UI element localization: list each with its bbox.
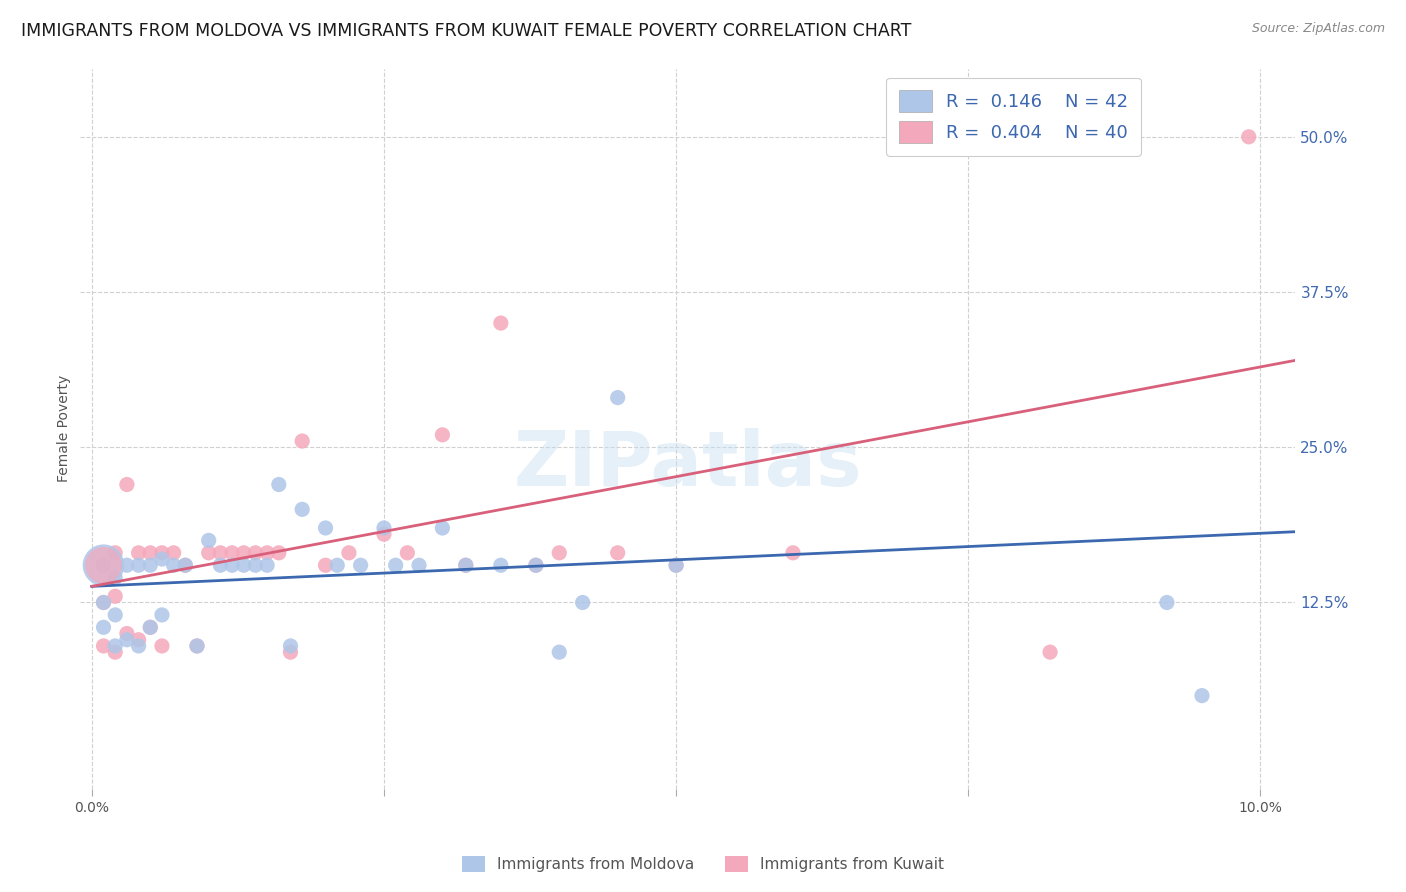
Point [197,533,219,548]
Point [1237,129,1260,144]
Point [315,521,337,535]
Point [128,632,150,647]
Point [104,639,127,653]
Text: ZIPatlas: ZIPatlas [513,427,862,501]
Point [349,558,371,573]
Point [93,558,115,573]
Y-axis label: Female Poverty: Female Poverty [58,375,72,483]
Point [267,477,290,491]
Point [454,558,477,573]
Point [524,558,547,573]
Point [1039,645,1062,659]
Point [408,558,430,573]
Point [280,639,302,653]
Text: IMMIGRANTS FROM MOLDOVA VS IMMIGRANTS FROM KUWAIT FEMALE POVERTY CORRELATION CHA: IMMIGRANTS FROM MOLDOVA VS IMMIGRANTS FR… [21,22,911,40]
Point [326,558,349,573]
Point [115,632,138,647]
Point [489,558,512,573]
Point [115,558,138,573]
Point [606,546,628,560]
Point [197,546,219,560]
Point [267,546,290,560]
Point [373,527,395,541]
Point [232,558,254,573]
Point [524,558,547,573]
Point [139,620,162,634]
Point [128,558,150,573]
Point [139,558,162,573]
Point [128,639,150,653]
Point [104,589,127,603]
Point [93,639,115,653]
Point [150,552,173,566]
Point [104,645,127,659]
Point [209,558,232,573]
Point [245,558,267,573]
Point [315,558,337,573]
Point [548,645,571,659]
Point [174,558,197,573]
Point [93,558,115,573]
Point [373,521,395,535]
Point [93,558,115,573]
Point [1191,689,1213,703]
Point [432,427,454,442]
Point [162,558,184,573]
Point [128,546,150,560]
Point [93,595,115,609]
Point [150,639,173,653]
Point [209,546,232,560]
Point [221,558,243,573]
Point [139,620,162,634]
Point [162,546,184,560]
Point [104,546,127,560]
Point [1156,595,1178,609]
Point [782,546,804,560]
Point [291,502,314,516]
Point [245,546,267,560]
Point [115,626,138,640]
Point [232,546,254,560]
Point [454,558,477,573]
Point [548,546,571,560]
Point [93,595,115,609]
Point [665,558,688,573]
Point [396,546,419,560]
Point [256,558,278,573]
Point [489,316,512,330]
Point [665,558,688,573]
Point [115,477,138,491]
Legend: R =  0.146    N = 42, R =  0.404    N = 40: R = 0.146 N = 42, R = 0.404 N = 40 [886,78,1140,156]
Point [93,620,115,634]
Legend: Immigrants from Moldova, Immigrants from Kuwait: Immigrants from Moldova, Immigrants from… [454,848,952,880]
Text: Source: ZipAtlas.com: Source: ZipAtlas.com [1251,22,1385,36]
Point [186,639,208,653]
Point [104,571,127,585]
Point [221,546,243,560]
Point [571,595,593,609]
Point [93,558,115,573]
Point [139,546,162,560]
Point [384,558,406,573]
Point [150,607,173,622]
Point [174,558,197,573]
Point [337,546,360,560]
Point [104,607,127,622]
Point [256,546,278,560]
Point [280,645,302,659]
Point [150,546,173,560]
Point [432,521,454,535]
Point [606,391,628,405]
Point [291,434,314,448]
Point [186,639,208,653]
